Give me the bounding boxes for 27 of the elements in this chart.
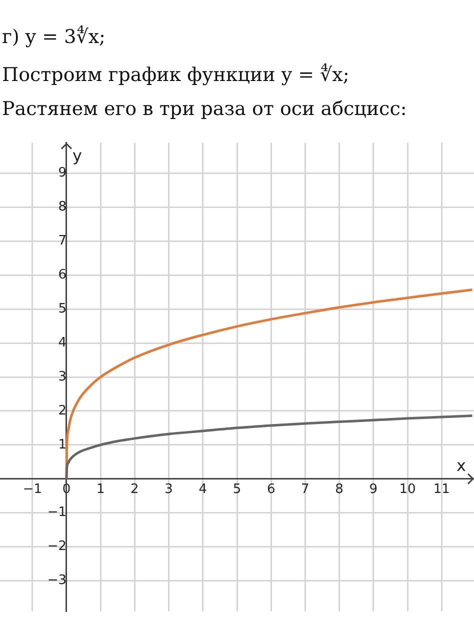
x-tick-label: 6 [266,482,276,497]
x-tick-label: 3 [164,482,173,497]
x-tick-label: 5 [232,482,242,497]
line-series [65,288,474,480]
x-tick-label: 10 [399,482,416,497]
x-tick-label: 9 [369,482,378,497]
line-series [65,414,474,480]
y-tick-label: 2 [58,403,66,418]
x-tick-label: 8 [335,482,344,497]
x-axis-title: x [456,456,466,475]
y-tick-label: 3 [58,369,66,384]
chart-title: г) y = 3∜x; [2,26,106,48]
x-tick-label: 7 [301,482,310,497]
y-tick-label: −3 [47,573,66,588]
text: Построим график функции y = ∜x; [2,64,350,86]
x-tick-label: 1 [96,482,105,497]
y-tick-label: −2 [47,539,66,554]
x-tick-label: −1 [22,482,42,497]
x-tick-label: 11 [433,482,450,497]
y-tick-label: −1 [47,505,66,520]
y-tick-label: 7 [58,234,66,249]
x-tick-label: 2 [130,482,139,497]
y-axis-title: y [72,146,82,165]
y-tick-label: 1 [58,437,66,452]
y-tick-label: 5 [58,301,66,316]
x-tick-label: 4 [198,482,208,497]
text: Растянем его в три раза от оси абсцисс: [2,98,407,120]
